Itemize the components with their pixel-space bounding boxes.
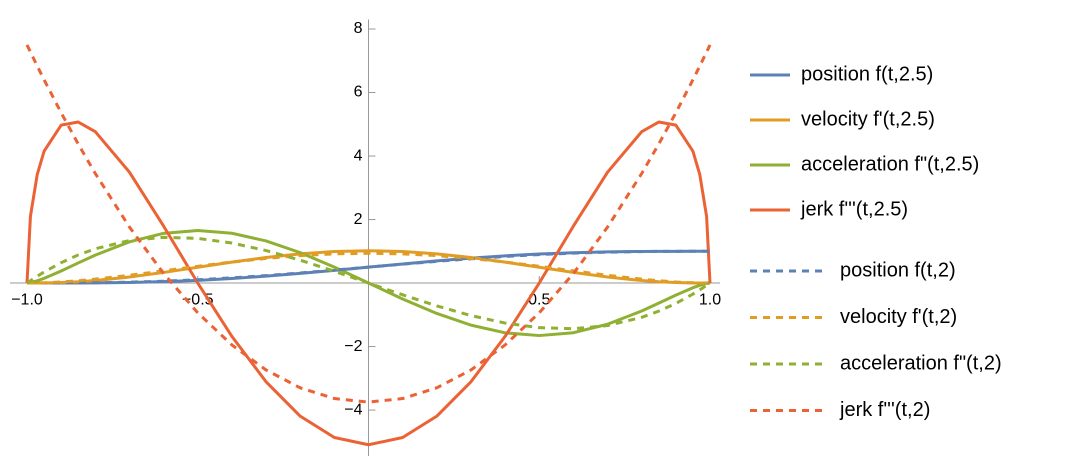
x-tick-label: 0.5 <box>528 291 550 308</box>
legend-label: position f(t,2.5) <box>801 63 933 85</box>
x-tick-label: 1.0 <box>699 291 721 308</box>
legend-label: position f(t,2) <box>840 259 956 281</box>
legend-label: jerk f'''(t,2.5) <box>800 198 908 220</box>
legend-label: acceleration f"(t,2.5) <box>801 153 979 175</box>
y-tick-label: 6 <box>354 84 363 101</box>
y-tick-label: 2 <box>354 211 363 228</box>
line <box>25 120 712 447</box>
y-tick-label: −4 <box>344 401 362 418</box>
legend-label: velocity f'(t,2) <box>840 306 957 328</box>
legend-label: velocity f'(t,2.5) <box>801 108 935 130</box>
y-tick-label: 8 <box>354 20 363 37</box>
line <box>27 249 710 285</box>
y-tick-label: 4 <box>354 147 363 164</box>
x-tick-label: −1.0 <box>11 291 43 308</box>
line <box>27 251 710 285</box>
line <box>26 235 711 331</box>
legend-label: acceleration f"(t,2) <box>840 352 1002 374</box>
legend-label: jerk f'''(t,2) <box>839 399 930 421</box>
y-tick-label: −2 <box>344 338 362 355</box>
